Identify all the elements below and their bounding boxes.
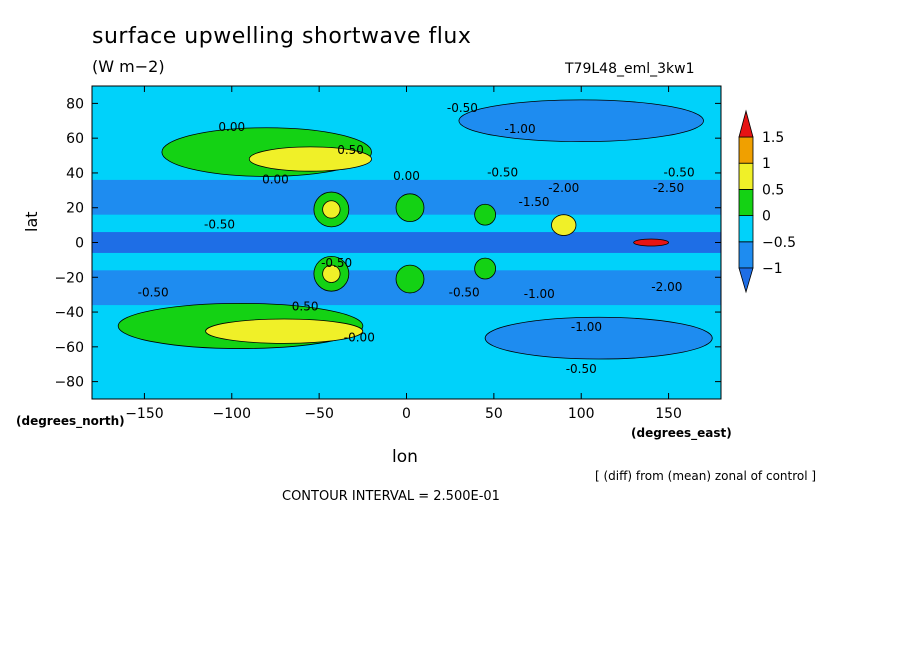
colorbar-label-2: 0 [762,209,771,225]
field-region-4 [458,99,704,143]
colorbar-label-5: 1.5 [762,130,784,146]
y-unit-label: (degrees_north) [16,414,125,428]
field-region-5 [484,316,713,360]
field-region-19 [633,238,669,247]
contour-label-12: -0.50 [321,256,352,270]
field-region-7 [248,146,372,172]
comparison-note: [ (diff) from (mean) zonal of control ] [595,469,817,483]
contour-label-15: -0.50 [138,285,169,299]
contour-label-0: 0.00 [218,120,245,134]
contour-label-17: -0.00 [344,331,375,345]
colorbar-label-1: −0.5 [762,235,796,251]
contour-label-18: -1.00 [571,320,602,334]
colorbar-segment-1 [738,215,754,243]
field-region-14 [395,193,425,223]
x-tick-label-0: −150 [125,406,163,422]
y-tick-label-0: 80 [66,96,84,112]
x-tick-label-4: 50 [485,406,503,422]
y-tick-label-2: 40 [66,166,84,182]
field-region-17 [474,257,497,280]
y-tick-label-8: −80 [54,375,84,391]
field-region-13 [322,264,341,283]
contour-label-6: -0.50 [487,165,518,179]
y-tick-label-6: −40 [54,305,84,321]
field-region-15 [395,264,425,294]
colorbar-max-arrow [738,109,754,138]
contour-label-1: 0.50 [337,143,364,157]
field-region-18 [551,214,577,236]
axes: −150 −100 −50 0 50 100 150 80 60 40 20 0 −20 −40 −60 −8… [54,86,721,422]
chart-units: (W m−2) [92,57,165,76]
contour-label-11: -0.50 [204,218,235,232]
colorbar-segment-0 [738,241,754,269]
run-name: T79L48_eml_3kw1 [565,61,695,77]
colorbar-label-3: 0.5 [762,182,784,198]
colorbar-segment-4 [738,136,754,164]
y-tick-label-5: −20 [54,270,84,286]
field-region-11 [322,200,341,219]
contour-label-7: -2.00 [548,181,579,195]
y-tick-label-7: −60 [54,340,84,356]
x-tick-label-1: −100 [213,406,251,422]
contour-label-13: -0.50 [449,285,480,299]
x-axis-label: lon [392,447,418,467]
colorbar-segment-3 [738,162,754,190]
x-tick-label-6: 150 [655,406,682,422]
field-region-1 [92,232,721,253]
colorbar-label-4: 1 [762,156,771,172]
contour-label-4: -0.50 [447,101,478,115]
y-tick-label-1: 60 [66,131,84,147]
y-tick-label-3: 20 [66,201,84,217]
contour-label-9: -0.50 [664,165,695,179]
contour-label-2: 0.00 [262,172,289,186]
contour-label-20: -2.00 [651,280,682,294]
field-region-9 [205,318,364,344]
colorbar: −1 −0.5 0 0.5 1 1.5 [738,109,796,294]
contour-label-10: -2.50 [653,181,684,195]
chart-title: surface upwelling shortwave flux [92,24,472,49]
contour-label-3: 0.00 [393,169,420,183]
colorbar-segment-2 [738,188,754,216]
contour-label-14: -1.00 [524,287,555,301]
contour-interval: CONTOUR INTERVAL = 2.500E-01 [282,489,500,504]
contour-labels: 0.000.500.00 0.00-0.50-1.00-0.50-2.00-1.5… [138,101,695,376]
contour-label-8: -1.50 [519,195,550,209]
x-unit-label: (degrees_east) [631,426,732,440]
x-tick-label-5: 100 [568,406,595,422]
contour-label-5: -1.00 [505,122,536,136]
contour-field [92,86,721,399]
colorbar-min-arrow [738,267,754,294]
x-tick-label-3: 0 [402,406,411,422]
contour-label-16: 0.50 [292,299,319,313]
contour-label-19: -0.50 [566,362,597,376]
x-tick-label-2: −50 [304,406,334,422]
y-tick-label-4: 0 [75,236,84,252]
colorbar-label-0: −1 [762,261,783,277]
field-region-16 [474,203,497,226]
